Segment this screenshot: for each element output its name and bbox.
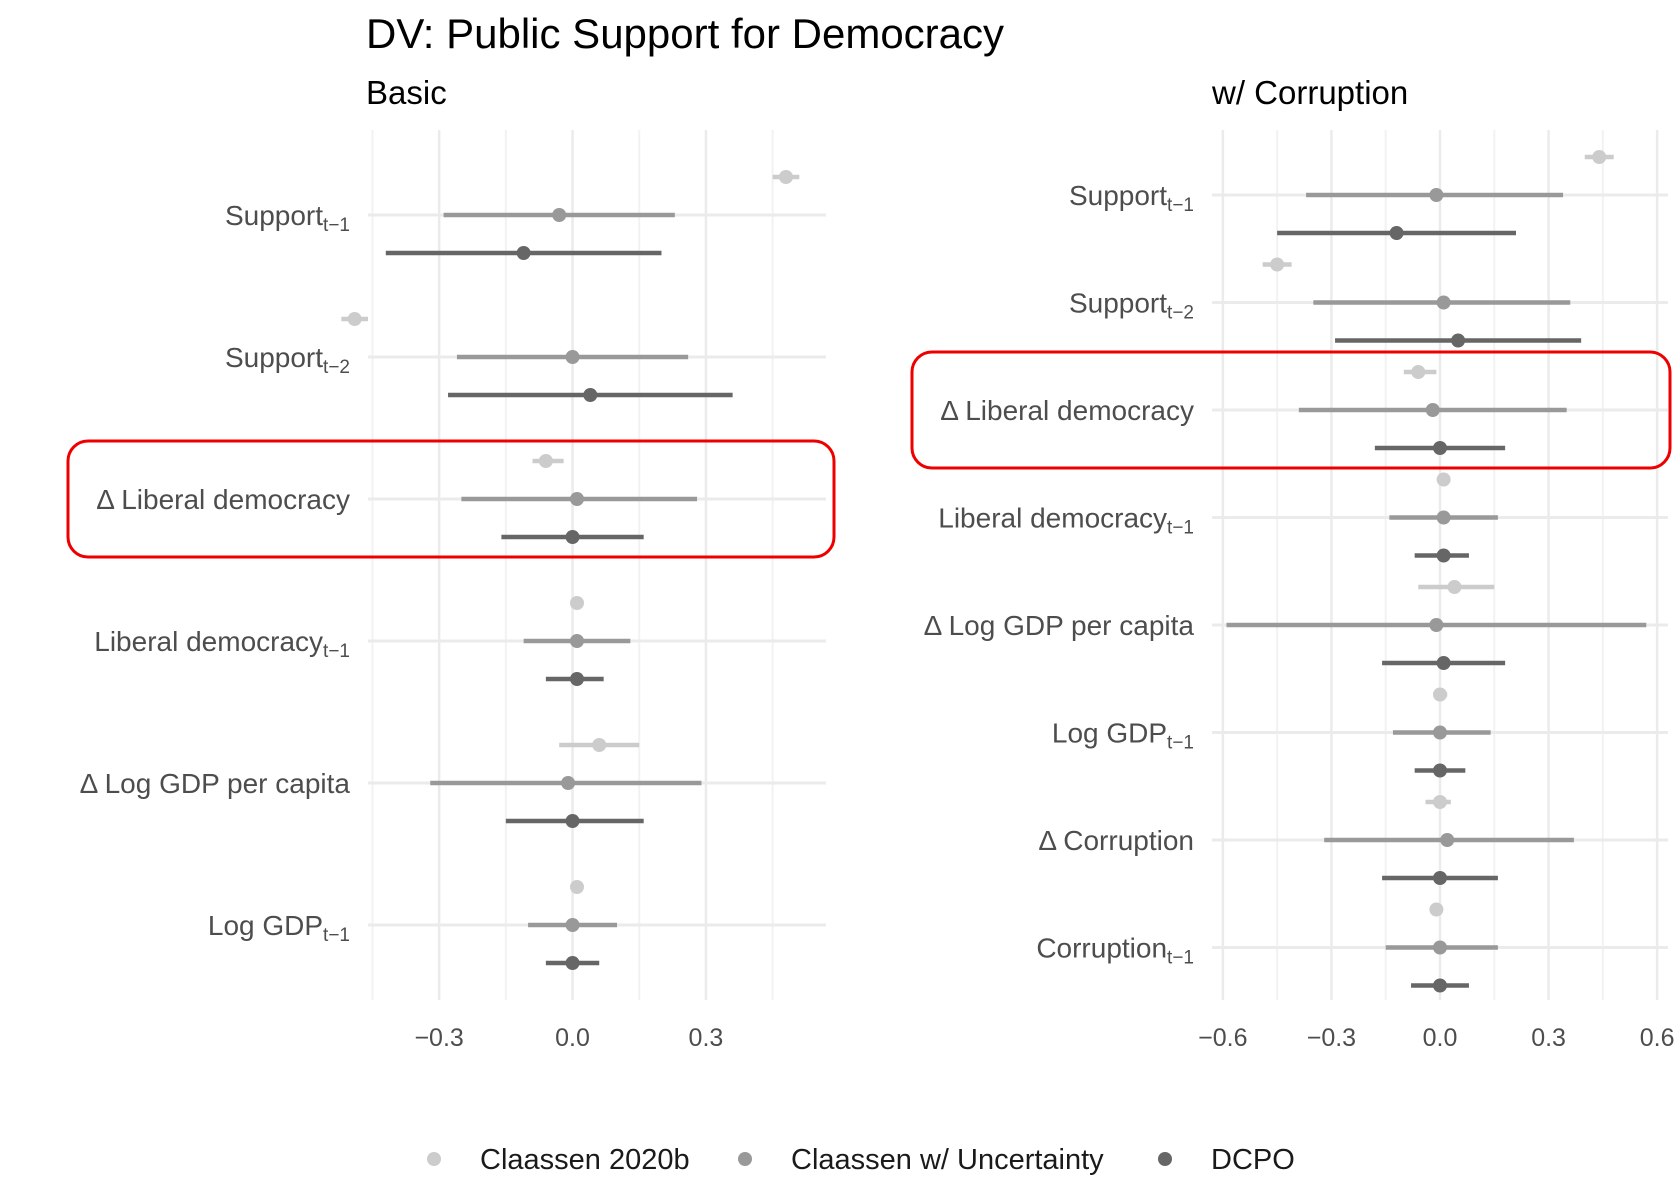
point-estimate (1433, 940, 1447, 955)
point-estimate (1411, 365, 1426, 379)
term-label: Supportt−1 (225, 200, 350, 236)
legend-key (427, 1152, 441, 1166)
point-estimate (1451, 333, 1466, 348)
point-estimate (1447, 580, 1462, 594)
point-estimate (538, 454, 553, 468)
point-estimate (1436, 295, 1451, 310)
point-estimate (1433, 763, 1447, 778)
point-estimate (778, 170, 793, 184)
point-estimate (1436, 472, 1451, 487)
point-estimate (1433, 725, 1447, 740)
point-estimate (583, 388, 598, 402)
point-estimate (1425, 403, 1440, 417)
point-estimate (552, 208, 567, 222)
x-tick-label: 0.3 (689, 1024, 724, 1052)
term-label: Δ Corruption (1038, 825, 1194, 856)
point-estimate (1436, 548, 1451, 563)
point-estimate (347, 312, 362, 326)
x-tick-label: 0.6 (1640, 1024, 1675, 1052)
point-estimate (1389, 226, 1404, 240)
legend-key (1158, 1152, 1172, 1166)
point-estimate (592, 738, 607, 752)
highlight-box (66, 439, 836, 559)
panel-subtitle: Basic (366, 74, 447, 111)
x-tick-label: −0.6 (1198, 1024, 1247, 1052)
term-label: Δ Liberal democracy (940, 395, 1194, 426)
panel-1: Basic −0.3 0.0 0.3 Supportt−1 Supportt−2 Δ Lib… (66, 74, 836, 1052)
point-estimate (565, 814, 580, 828)
x-tick-label: −0.3 (414, 1024, 463, 1052)
term-label: Supportt−2 (1069, 288, 1194, 324)
x-tick-label: 0.0 (1423, 1024, 1458, 1052)
x-tick-label: −0.3 (1307, 1024, 1356, 1052)
point-estimate (1433, 871, 1447, 885)
point-estimate (1429, 188, 1444, 202)
term-label: Liberal democracyt−1 (94, 626, 350, 662)
term-label: Supportt−2 (225, 342, 350, 378)
point-estimate (561, 776, 576, 790)
point-estimate (1436, 656, 1451, 670)
point-estimate (1270, 257, 1285, 272)
term-label: Supportt−1 (1069, 180, 1194, 216)
point-estimate (1429, 902, 1444, 917)
point-estimate (516, 246, 531, 260)
term-label: Δ Liberal democracy (96, 484, 350, 515)
term-label: Liberal democracyt−1 (938, 503, 1194, 539)
term-label: Δ Log GDP per capita (80, 768, 351, 799)
point-estimate (565, 918, 580, 932)
panel-subtitle: w/ Corruption (1211, 74, 1408, 111)
term-label: Corruptiont−1 (1036, 933, 1194, 969)
x-tick-label: 0.0 (555, 1024, 590, 1052)
chart-title: DV: Public Support for Democracy (366, 10, 1004, 57)
point-estimate (569, 880, 584, 894)
point-estimate (565, 956, 580, 970)
legend: Claassen 2020b Claassen w/ Uncertainty DCP… (427, 1144, 1295, 1176)
highlight-box (910, 350, 1672, 470)
point-estimate (1436, 510, 1451, 525)
point-estimate (1433, 687, 1447, 702)
point-estimate (1433, 795, 1447, 809)
legend-label: Claassen 2020b (480, 1144, 690, 1176)
legend-key (738, 1152, 752, 1166)
point-estimate (569, 634, 584, 648)
point-estimate (1433, 441, 1447, 455)
panels: Basic −0.3 0.0 0.3 Supportt−1 Supportt−2 Δ Lib… (66, 74, 1675, 1052)
term-label: Log GDPt−1 (1052, 718, 1194, 754)
term-label: Δ Log GDP per capita (924, 610, 1195, 641)
legend-label: Claassen w/ Uncertainty (791, 1144, 1104, 1176)
point-estimate (565, 530, 580, 544)
point-estimate (569, 596, 584, 610)
point-estimate (1433, 978, 1447, 993)
point-estimate (1440, 833, 1455, 847)
term-label: Log GDPt−1 (208, 910, 350, 946)
point-estimate (569, 492, 584, 506)
point-estimate (1429, 618, 1444, 632)
panel-2: w/ Corruption −0.6 −0.3 0.0 0.3 0.6 Supportt−1… (910, 74, 1675, 1052)
x-tick-label: 0.3 (1531, 1024, 1566, 1052)
legend-label: DCPO (1211, 1144, 1295, 1176)
point-estimate (565, 350, 580, 364)
point-estimate (569, 672, 584, 686)
point-estimate (1592, 150, 1607, 164)
